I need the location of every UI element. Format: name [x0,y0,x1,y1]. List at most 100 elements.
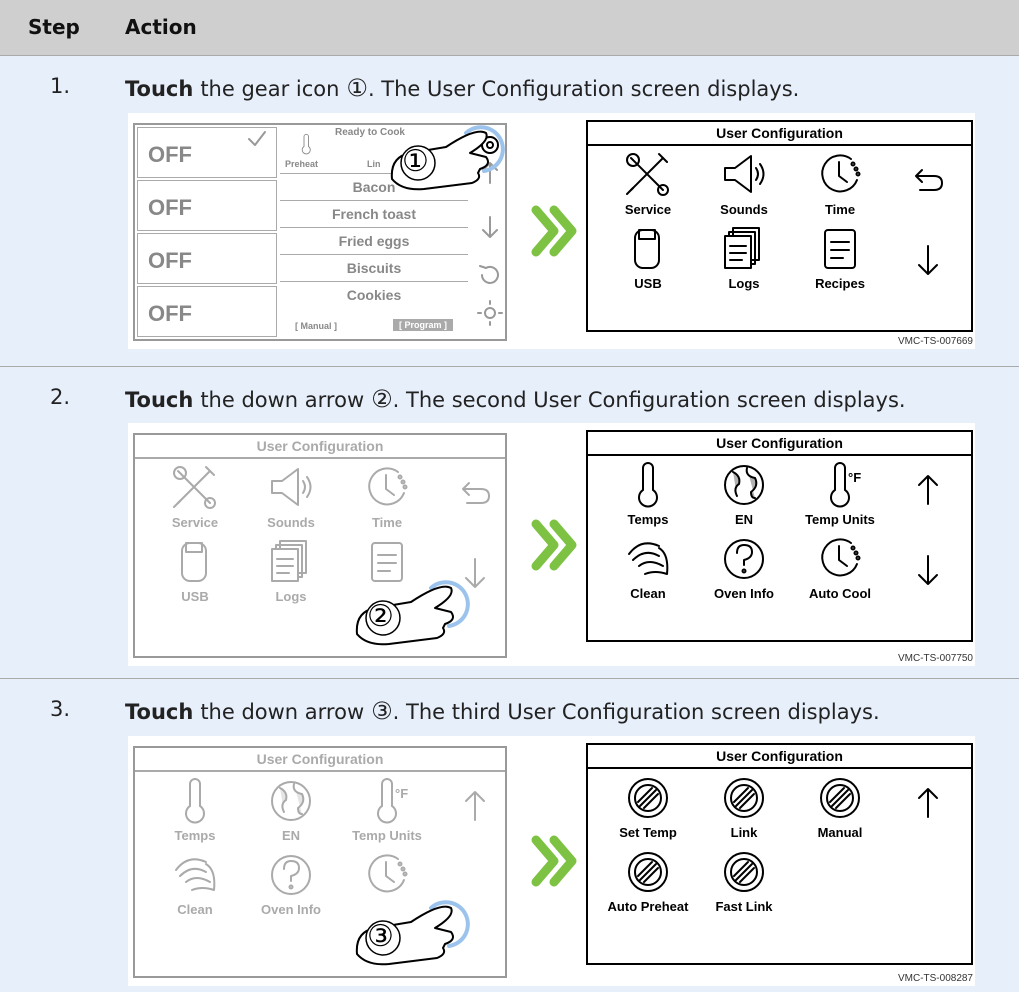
hand-marker: ③ [367,919,394,954]
menu-item: Fried eggs [280,227,468,254]
item-label: Oven Info [261,902,321,917]
figure: User Configuration Service Sounds Time USB Lo… [128,423,975,666]
icon [821,538,861,577]
screen-title: User Configuration [588,745,971,769]
unit-label: °F [848,470,862,485]
icon [821,154,861,193]
item-label: Temps [627,512,669,527]
state-box: OFF [137,180,277,231]
action-marker: ① [346,74,368,102]
item-label: Clean [630,586,666,601]
config-screen: User Configuration Service Sounds Time USB Lo… [586,120,973,332]
arrow-icon [465,558,485,588]
item-label: Time [371,515,403,530]
menu-item: Biscuits [280,254,468,281]
config-screen: User Configuration Service Sounds Time USB Lo… [133,433,507,658]
touch-hand [355,580,470,646]
icon [377,778,397,824]
unit-label: °F [395,786,409,801]
touch-hand [355,900,470,966]
arrow-icon [915,169,943,191]
arrow-icon [918,475,938,505]
item-label: USB [634,276,662,291]
mode-tab: [ Program ] [393,319,454,331]
status-label: Ready to Cook [334,127,405,138]
item-label: Recipes [815,276,865,291]
mode-tab: [ Manual ] [295,321,337,331]
step-action: Touch the down arrow ②. The second User Co… [125,385,906,413]
item-label: Clean [177,902,213,917]
action-marker: ② [371,385,393,413]
icon [724,539,764,579]
icon [271,781,311,821]
item-label: Service [171,515,219,530]
chevrons [531,835,577,887]
item-label: Auto Cool [808,586,872,601]
oven-screen: OFF OFF OFF OFF Ready to Cook Preheat Lin Bacon… [133,123,507,341]
action-verb: Touch [125,388,194,412]
action-verb: Touch [125,77,194,101]
menu-item: French toast [280,200,468,227]
item-label: Manual [817,825,863,840]
state-box: OFF [137,286,277,337]
icon [724,465,764,505]
icon [628,852,668,892]
mode-label: Lin [367,159,381,169]
item-label: USB [181,589,209,604]
action-text: the down arrow [200,700,365,724]
icon [724,778,764,818]
action-marker: ③ [371,697,393,725]
item-label: Oven Info [714,586,774,601]
step-number: 1. [50,74,71,98]
icon [830,462,850,508]
state-box: OFF [137,127,277,178]
chevrons [531,205,577,257]
icon [301,133,311,155]
icon [638,462,658,508]
check-icon [248,131,266,146]
item-label: Time [824,202,856,217]
icon [368,467,408,506]
icon [371,542,403,582]
touch-hand [390,125,505,191]
arrow-icon [918,555,938,585]
icon [724,852,764,892]
hand-marker: ① [402,144,429,179]
action-rest: . The third User Configuration screen di… [392,700,880,724]
icon [628,542,669,575]
arrow-icon [918,245,938,275]
icon [173,466,216,509]
config-screen: User Configuration Set Temp Link Manual Auto… [586,743,973,965]
icon [626,153,669,196]
menu-item: Bacon [280,173,468,200]
table-row: 3. Touch the down arrow ③. The third User C… [0,678,1019,992]
table-row: 1. Touch the gear icon ①. The User Configur… [0,55,1019,367]
state-box: OFF [137,233,277,284]
action-rest: . The User Configuration screen displays… [367,77,800,101]
menu-item: Cookies [280,281,468,308]
header-step: Step [28,15,80,39]
icon [368,854,408,893]
icon [634,229,660,269]
item-label: EN [281,828,301,843]
item-label: Sounds [267,515,315,530]
item-label: Temp Units [805,512,875,527]
icon [628,778,668,818]
state-label: OFF [148,248,192,273]
screen-title: User Configuration [135,748,505,772]
item-label: Fast Link [715,899,773,914]
icon [271,468,312,506]
screen-title: User Configuration [588,432,971,456]
icon [175,858,216,891]
action-text: the gear icon [200,77,340,101]
step-action: Touch the down arrow ③. The third User Con… [125,697,880,725]
chevrons [531,519,577,570]
table-header: Step Action [0,0,1019,55]
action-verb: Touch [125,700,194,724]
figure: OFF OFF OFF OFF Ready to Cook Preheat Lin Bacon… [128,113,975,349]
screen-title: User Configuration [588,122,971,146]
item-label: Logs [728,276,760,291]
arrow-icon [462,482,490,504]
mode-label: Preheat [285,159,319,169]
